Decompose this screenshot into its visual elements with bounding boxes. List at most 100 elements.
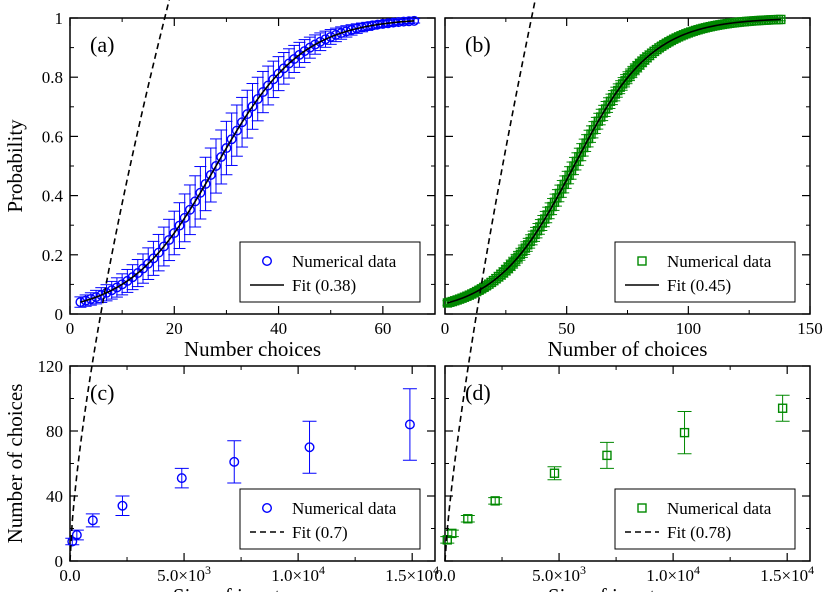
data-point [205, 170, 216, 181]
data-point [174, 220, 185, 231]
x-tick-label: 1.5×104 [385, 563, 439, 585]
y-tick-label: 0.6 [42, 127, 63, 146]
data-point [117, 279, 128, 290]
data-point [153, 247, 164, 258]
data-point [242, 109, 253, 120]
data-point [777, 403, 788, 413]
data-point [164, 234, 175, 245]
y-tick-label: 0.4 [42, 187, 64, 206]
x-tick-label: 50 [558, 319, 575, 338]
data-layer [440, 394, 790, 545]
legend-box [614, 241, 796, 303]
data-point [96, 290, 107, 301]
data-point [257, 87, 268, 98]
legend-data-label: Numerical data [292, 252, 397, 271]
panel-tag: (c) [90, 380, 114, 405]
data-point [176, 473, 187, 484]
legend: Numerical data Fit (0.78) [614, 488, 796, 550]
legend-fit-label: Fit (0.38) [292, 276, 356, 295]
x-tick-times: ×10 [553, 566, 580, 585]
x-tick-times: ×10 [292, 566, 319, 585]
legend-data-marker [637, 256, 647, 266]
x-tick-exponent: 4 [808, 563, 814, 577]
data-point [299, 46, 310, 57]
x-tick-label: 1.0×104 [271, 563, 325, 585]
x-tick-times: ×10 [407, 566, 434, 585]
data-point [184, 204, 195, 215]
x-tick-label: 1.5×104 [760, 563, 814, 585]
panel-tag: (b) [465, 32, 491, 57]
x-tick-label: 40 [270, 319, 287, 338]
data-point [231, 125, 242, 136]
x-tick-exponent: 4 [694, 563, 700, 577]
fit-line [80, 20, 415, 303]
x-tick-times: ×10 [178, 566, 205, 585]
legend-data-label: Numerical data [667, 499, 772, 518]
data-point [273, 68, 284, 79]
x-tick-times: ×10 [782, 566, 809, 585]
x-tick-label: 20 [166, 319, 183, 338]
data-point [169, 227, 180, 238]
data-point [490, 496, 500, 506]
data-point [226, 134, 237, 145]
x-tick-label: 0 [441, 319, 450, 338]
data-point [310, 39, 321, 50]
data-point [91, 292, 102, 303]
x-tick-label: 1.0×104 [646, 563, 700, 585]
x-tick-exponent: 3 [205, 563, 211, 577]
data-layer [442, 14, 786, 308]
y-tick-label: 80 [46, 422, 63, 441]
x-tick-exponent: 4 [319, 563, 325, 577]
x-tick-label: 0.0 [434, 566, 455, 585]
data-point [479, 282, 489, 293]
x-axis-title: Number choices [184, 337, 321, 361]
data-point [346, 24, 357, 35]
x-axis-title: Number of choices [548, 337, 708, 361]
fit-line [447, 18, 781, 304]
data-point [602, 450, 612, 461]
legend: Numerical data Fit (0.7) [239, 488, 421, 550]
y-tick-label: 1 [55, 9, 64, 28]
x-axis-title: Size of input space [173, 584, 332, 592]
legend-box [239, 488, 421, 550]
data-point [404, 419, 415, 430]
fit-line [69, 0, 171, 562]
data-point [210, 160, 221, 171]
data-point [216, 151, 227, 162]
data-point [351, 23, 362, 34]
x-tick-mantissa: 5.0 [157, 566, 178, 585]
data-point [357, 22, 368, 33]
x-tick-exponent: 4 [433, 563, 439, 577]
data-point [158, 241, 169, 252]
data-point [341, 26, 352, 37]
data-point [71, 530, 82, 541]
data-point [190, 196, 201, 207]
panel-b: 0 50 100 150 Number of choices (b) Numerical d… [441, 14, 823, 361]
x-tick-label: 5.0×103 [157, 563, 211, 585]
panel-tag: (a) [90, 32, 114, 57]
data-point [252, 94, 263, 105]
x-tick-mantissa: 1.0 [271, 566, 292, 585]
legend-data-marker [262, 503, 273, 514]
y-axis-title: Probability [3, 119, 27, 213]
x-tick-exponent: 3 [580, 563, 586, 577]
data-point [117, 500, 128, 511]
x-tick-label: 150 [797, 319, 823, 338]
data-point [315, 36, 326, 47]
data-point [143, 258, 154, 269]
x-tick-label: 5.0×103 [532, 563, 586, 585]
panel-a: 0 20 40 60 0 0.2 0.4 0.6 0.8 1 Number choices Proba… [3, 9, 436, 361]
data-point [85, 293, 96, 304]
x-tick-label: 0.0 [59, 566, 80, 585]
data-point [247, 101, 258, 112]
data-point [549, 468, 560, 478]
x-tick-mantissa: 1.0 [646, 566, 667, 585]
data-point [195, 187, 206, 198]
data-point [304, 42, 315, 53]
data-point [87, 515, 98, 526]
data-point [67, 536, 78, 547]
y-axis-title: Number of choices [3, 384, 27, 544]
data-point [200, 178, 211, 189]
